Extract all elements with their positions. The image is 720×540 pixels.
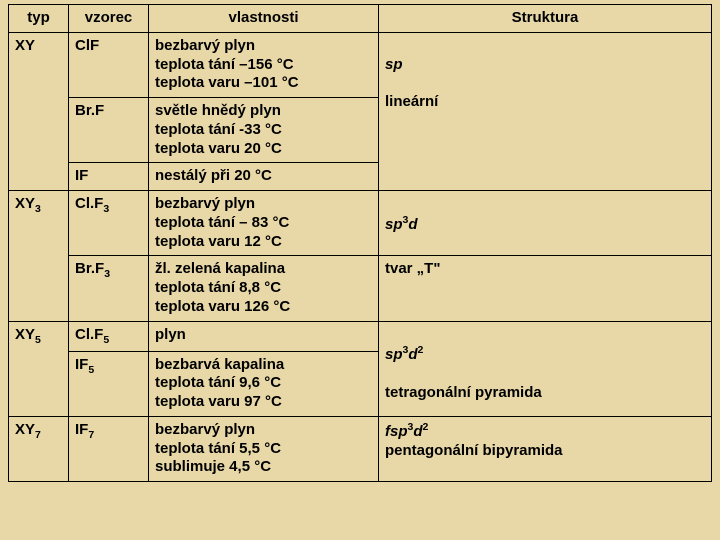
vlastnosti-cell: bezbarvá kapalinateplota tání 9,6 °Ctepl… [149,351,379,416]
vzorec-cell: Cl.F5 [69,321,149,351]
typ-cell: XY5 [9,321,69,416]
vlastnosti-cell: bezbarvý plynteplota tání –156 °Cteplota… [149,32,379,97]
table-row: XY3Cl.F3bezbarvý plynteplota tání – 83 °… [9,191,712,256]
table-body: XYClFbezbarvý plynteplota tání –156 °Cte… [9,32,712,481]
header-row: typ vzorec vlastnosti Struktura [9,5,712,33]
vlastnosti-cell: světle hnědý plynteplota tání -33 °Ctepl… [149,98,379,163]
vzorec-cell: IF5 [69,351,149,416]
header-typ: typ [9,5,69,33]
table-row: Br.F3žl. zelená kapalinateplota tání 8,8… [9,256,712,321]
struktura-cell: sp3d2tetragonální pyramida [379,321,712,416]
table-row: XYClFbezbarvý plynteplota tání –156 °Cte… [9,32,712,97]
vzorec-cell: Br.F3 [69,256,149,321]
vlastnosti-cell: bezbarvý plynteplota tání 5,5 °Csublimuj… [149,416,379,481]
struktura-cell: splineární [379,32,712,190]
header-struktura: Struktura [379,5,712,33]
vlastnosti-cell: bezbarvý plynteplota tání – 83 °Cteplota… [149,191,379,256]
vlastnosti-cell: žl. zelená kapalinateplota tání 8,8 °Cte… [149,256,379,321]
interhalogen-table: typ vzorec vlastnosti Struktura XYClFbez… [8,4,712,482]
struktura-cell: fsp3d2pentagonální bipyramida [379,416,712,481]
typ-cell: XY7 [9,416,69,481]
typ-cell: XY [9,32,69,190]
vlastnosti-cell: plyn [149,321,379,351]
vzorec-cell: IF7 [69,416,149,481]
vzorec-cell: ClF [69,32,149,97]
vzorec-cell: Cl.F3 [69,191,149,256]
typ-cell: XY3 [9,191,69,322]
header-vzorec: vzorec [69,5,149,33]
vzorec-cell: IF [69,163,149,191]
struktura-cell: tvar „T" [379,256,712,321]
vlastnosti-cell: nestálý při 20 °C [149,163,379,191]
header-vlastnosti: vlastnosti [149,5,379,33]
table-row: XY5Cl.F5plynsp3d2tetragonální pyramida [9,321,712,351]
vzorec-cell: Br.F [69,98,149,163]
struktura-cell: sp3d [379,191,712,256]
table-row: XY7IF7bezbarvý plynteplota tání 5,5 °Csu… [9,416,712,481]
